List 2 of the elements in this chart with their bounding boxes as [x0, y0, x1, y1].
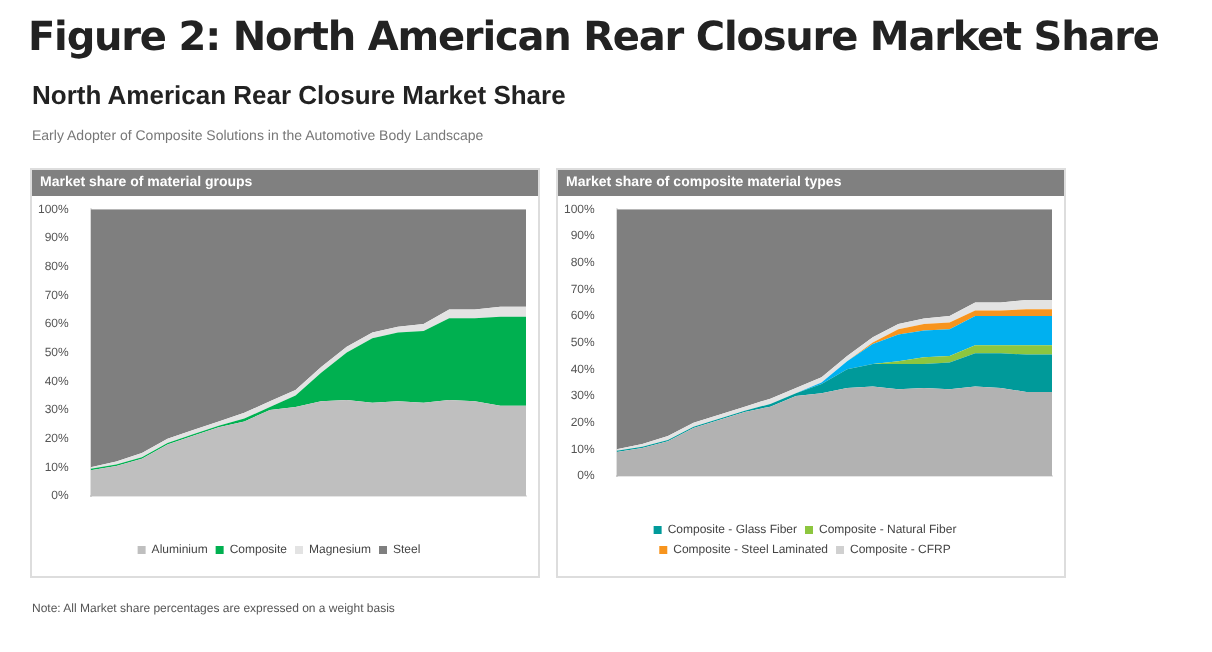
text: North American Rear Closure Market Share — [32, 80, 566, 110]
caption: Figure 2: North American Rear Closure Market Share — [28, 12, 1159, 60]
